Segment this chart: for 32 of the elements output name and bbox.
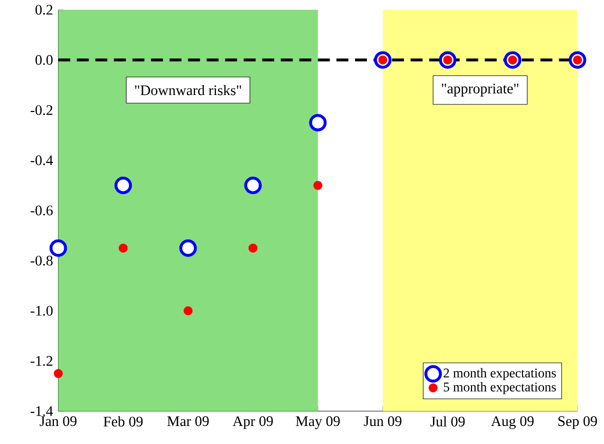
x-tick-label: Jun 09 [364, 416, 402, 426]
x-tick-label: Feb 09 [104, 416, 143, 426]
point [50, 239, 68, 257]
band-label: "appropriate" [442, 84, 518, 96]
point [118, 243, 128, 252]
point [54, 368, 63, 378]
y-tick-label: -1.4 [30, 406, 53, 416]
x-tick-label: May 09 [296, 416, 340, 429]
point [309, 114, 327, 132]
y-tick-label: -0.4 [30, 155, 53, 166]
y-tick-label: -0.6 [30, 205, 53, 216]
y-tick-label: -0.8 [30, 256, 53, 266]
point [114, 176, 132, 194]
y-tick-label: -1.0 [30, 306, 53, 316]
point [184, 306, 193, 316]
point [313, 180, 322, 190]
legend-label: 5 month expectations [444, 382, 556, 394]
y-tick-label: -1.2 [30, 356, 52, 366]
x-tick-label: Jan 09 [40, 416, 77, 426]
legend-label: 2 month expectations [444, 368, 556, 380]
x-tick-label: Apr 09 [232, 416, 273, 429]
y-tick-label: 0.2 [36, 4, 52, 15]
point [179, 239, 197, 257]
y-tick-label: -0.2 [30, 105, 52, 115]
x-tick-label: Mar 09 [167, 416, 209, 426]
x-tick-label: Aug 09 [491, 416, 534, 429]
point [244, 176, 262, 194]
x-tick-label: Sep 09 [558, 416, 597, 429]
y-tick-label: 0.0 [36, 54, 53, 65]
x-tick-label: Jul 09 [430, 416, 465, 426]
point [248, 243, 258, 252]
band-label: "Downward risks" [135, 84, 242, 96]
